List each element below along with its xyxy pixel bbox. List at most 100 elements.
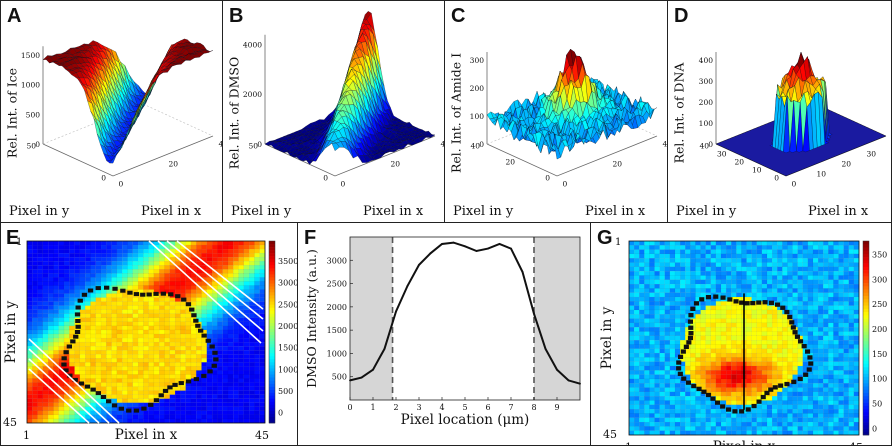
heatmap-cell	[787, 292, 793, 298]
panel-e: E 3500 3000 2500 2000 1500 1000 500 0 1 45 1 45 Pixe…	[0, 222, 298, 446]
heatmap-cell	[169, 281, 176, 286]
boundary-pixel	[74, 330, 81, 334]
heatmap-cell	[122, 370, 128, 375]
heatmap-cell	[111, 337, 118, 343]
heatmap-cell	[169, 398, 176, 403]
boundary-pixel	[63, 368, 69, 373]
heatmap-cell	[132, 301, 139, 306]
heatmap-cell	[238, 406, 245, 412]
heatmap-cell	[679, 318, 686, 324]
heatmap-cell	[185, 341, 192, 347]
heatmap-cell	[127, 386, 133, 391]
heatmap-cell	[725, 240, 732, 246]
heatmap-cell	[111, 244, 118, 250]
heatmap-cell	[69, 329, 75, 335]
heatmap-cell	[227, 317, 234, 323]
heatmap-cell	[111, 329, 118, 335]
heatmap-cell	[644, 275, 650, 280]
heatmap-cell	[53, 386, 59, 391]
heatmap-cell	[143, 305, 149, 310]
heatmap-cell	[812, 271, 819, 276]
heatmap-cell	[211, 321, 218, 327]
heatmap-cell	[53, 244, 59, 250]
data-point	[406, 285, 409, 287]
heatmap-cell	[633, 292, 640, 298]
heatmap-cell	[828, 283, 834, 289]
heatmap-cell	[185, 350, 192, 355]
colorbar-segment	[269, 356, 275, 360]
heatmap-cell	[254, 261, 260, 266]
heatmap-cell	[211, 410, 218, 416]
heatmap-cell	[249, 265, 255, 270]
heatmap-cell	[233, 269, 239, 274]
heatmap-cell	[106, 265, 112, 270]
heatmap-cell	[782, 262, 788, 268]
heatmap-cell	[741, 258, 747, 263]
panel-f-letter: F	[304, 227, 317, 249]
heatmap-cell	[127, 281, 133, 286]
heatmap-cell	[100, 289, 107, 294]
heatmap-cell	[833, 322, 839, 328]
heatmap-cell	[838, 275, 844, 280]
heatmap-cell	[127, 265, 133, 270]
heatmap-cell	[238, 305, 245, 310]
heatmap-cell	[32, 240, 38, 246]
heatmap-cell	[771, 258, 778, 263]
heatmap-cell	[169, 297, 176, 302]
heatmap-cell	[725, 283, 732, 289]
heatmap-cell	[725, 309, 732, 315]
heatmap-cell	[79, 281, 86, 286]
heatmap-cell	[180, 362, 186, 367]
heatmap-cell	[148, 337, 155, 343]
heatmap-cell	[190, 240, 197, 246]
heatmap-cell	[792, 253, 798, 259]
heatmap-cell	[843, 245, 849, 250]
heatmap-cell	[222, 402, 229, 407]
heatmap-cell	[731, 249, 737, 255]
heatmap-cell	[823, 288, 829, 293]
heatmap-cell	[201, 301, 207, 306]
heatmap-cell	[26, 244, 33, 250]
heatmap-cell	[736, 240, 742, 246]
heatmap-cell	[190, 285, 197, 290]
heatmap-cell	[700, 322, 706, 328]
heatmap-cell	[756, 283, 763, 289]
heatmap-cell	[69, 248, 75, 254]
heatmap-cell	[95, 337, 102, 343]
heatmap-cell	[766, 271, 773, 276]
heatmap-cell	[180, 317, 186, 323]
heatmap-cell	[180, 293, 186, 298]
heatmap-cell	[58, 414, 65, 420]
heatmap-cell	[746, 249, 752, 255]
heatmap-cell	[26, 406, 33, 412]
heatmap-cell	[116, 317, 123, 323]
colorbar-segment	[269, 328, 275, 333]
heatmap-cell	[669, 318, 676, 324]
heatmap-cell	[196, 358, 202, 363]
heatmap-cell	[766, 249, 773, 255]
heatmap-cell	[843, 305, 849, 311]
z-tick-label: 0	[35, 140, 40, 149]
z-tick-label: 300	[699, 77, 714, 86]
heatmap-cell	[42, 269, 49, 274]
y-tick-label: 40	[699, 142, 709, 151]
heatmap-cell	[37, 410, 44, 416]
heatmap-cell	[249, 244, 255, 250]
heatmap-cell	[74, 358, 81, 363]
heatmap-cell	[848, 318, 855, 324]
heatmap-cell	[227, 370, 234, 375]
heatmap-cell	[254, 244, 260, 250]
heatmap-cell	[185, 406, 192, 412]
heatmap-cell	[32, 289, 38, 294]
heatmap-cell	[238, 374, 245, 379]
heatmap-cell	[741, 275, 747, 280]
heatmap-cell	[211, 253, 218, 258]
heatmap-cell	[63, 273, 70, 278]
heatmap-cell	[106, 394, 112, 399]
heatmap-cell	[42, 313, 49, 319]
heatmap-cell	[127, 329, 133, 335]
heatmap-cell	[106, 337, 112, 343]
heatmap-cell	[259, 390, 266, 395]
heatmap-cell	[42, 394, 49, 399]
